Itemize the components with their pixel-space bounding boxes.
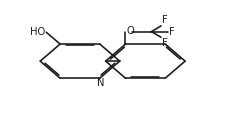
Text: F: F [162, 38, 168, 48]
Text: HO: HO [30, 27, 45, 37]
Text: O: O [126, 26, 133, 36]
Text: F: F [162, 15, 168, 25]
Text: F: F [168, 27, 174, 37]
Text: N: N [96, 78, 104, 88]
